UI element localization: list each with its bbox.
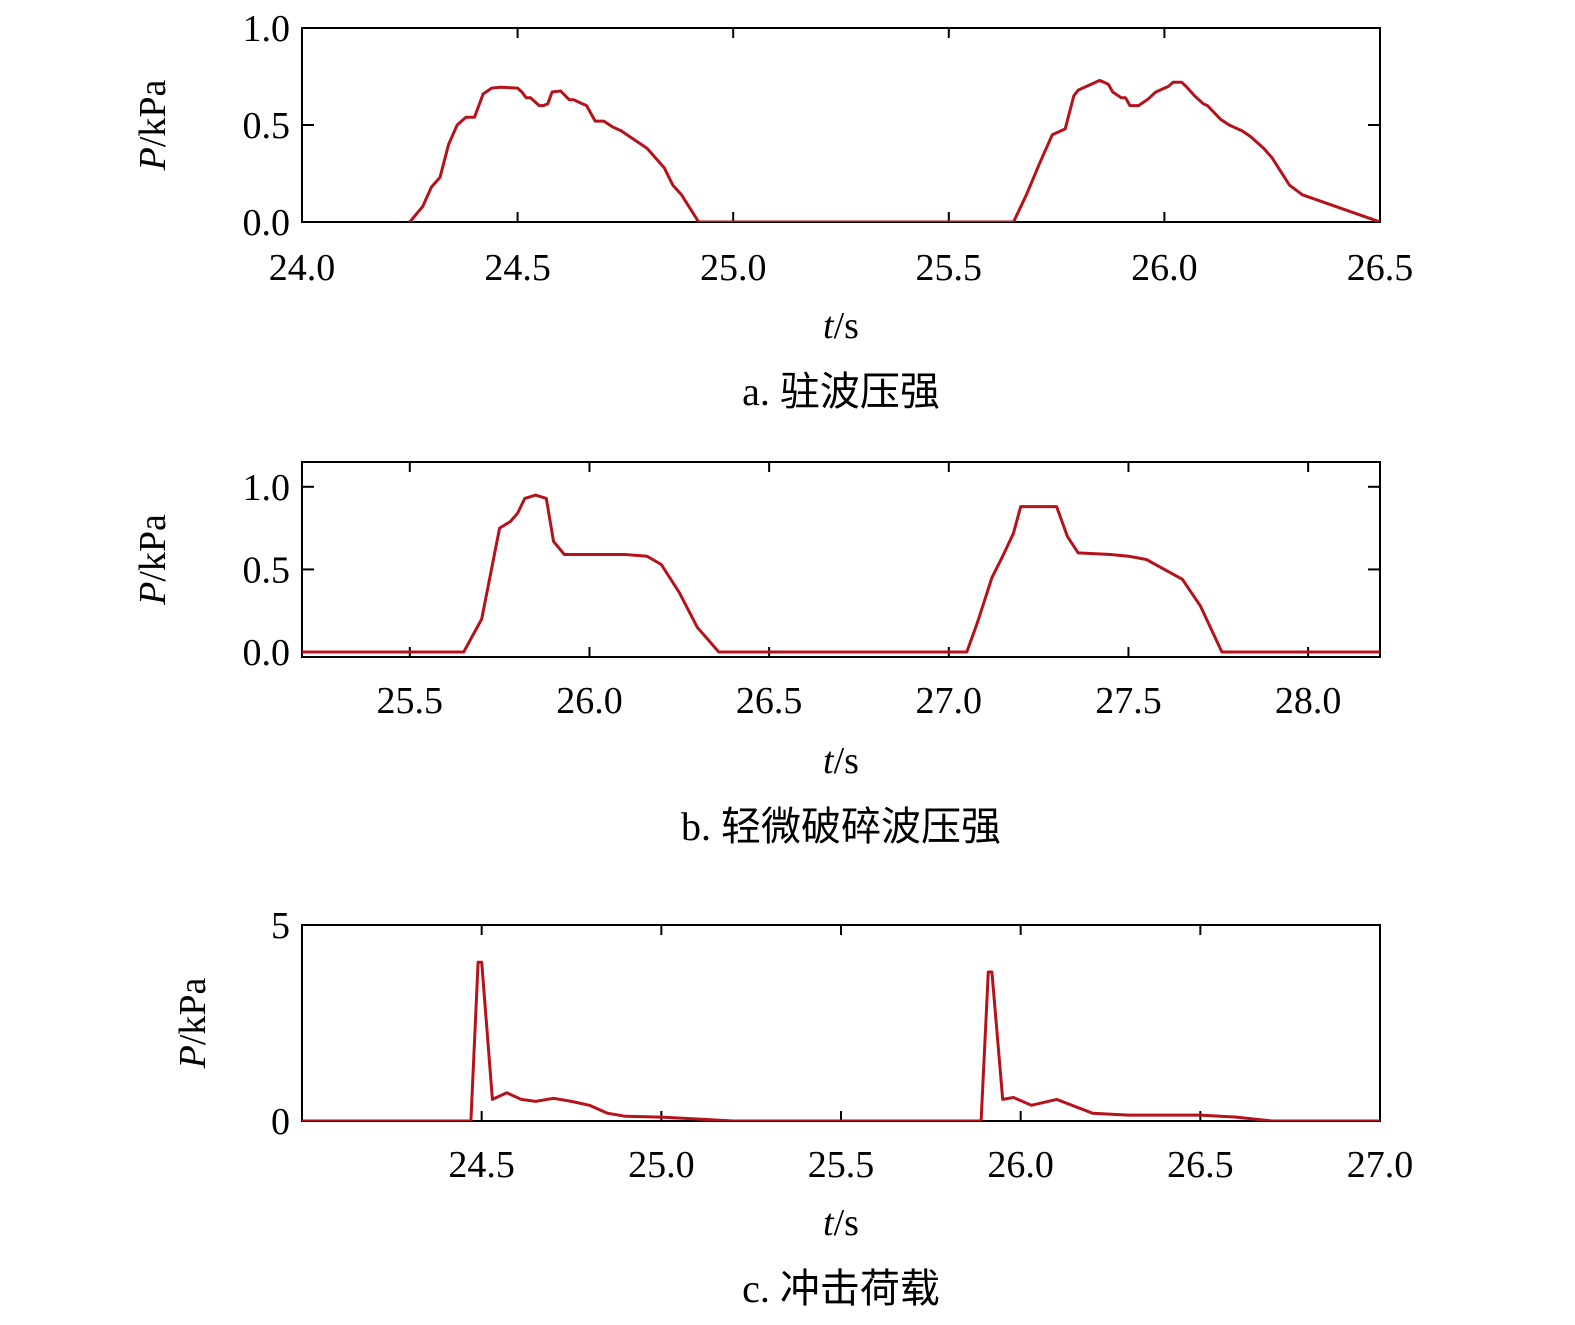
x-axis-label: t/s	[823, 305, 859, 347]
y-axis-symbol: P	[132, 147, 174, 171]
x-tick-label: 27.0	[916, 680, 983, 722]
x-tick-label: 27.5	[1095, 680, 1162, 722]
y-tick-label: 0.5	[243, 549, 291, 591]
x-tick-label: 25.5	[916, 247, 983, 289]
x-tick-label: 26.5	[1347, 247, 1414, 289]
x-tick-label: 25.5	[377, 680, 444, 722]
plot-frame	[301, 924, 1381, 1122]
y-tick-label: 0	[271, 1101, 290, 1143]
x-tick-label: 27.0	[1347, 1144, 1414, 1186]
y-axis-label: P/kPa	[132, 514, 174, 606]
x-tick-label: 24.5	[484, 247, 551, 289]
y-axis-label: P/kPa	[132, 79, 174, 171]
x-tick-label: 26.0	[1131, 247, 1198, 289]
x-axis-unit: /s	[834, 740, 859, 782]
x-tick-label: 24.5	[448, 1144, 515, 1186]
x-axis-symbol: t	[823, 305, 835, 347]
x-axis-label: t/s	[823, 740, 859, 782]
y-tick-label: 1.0	[243, 467, 291, 509]
panel-caption: b. 轻微破碎波压强	[681, 804, 1001, 849]
y-tick-label: 0.0	[243, 632, 291, 674]
y-axis-unit: /kPa	[132, 79, 174, 147]
pressure-series-line	[408, 78, 1380, 222]
x-tick-label: 25.5	[808, 1144, 875, 1186]
panel-a: 24.0 24.5 25.0 25.5 26.0 26.5 0.0 0.5 1.0 t/s P/kP…	[132, 8, 1413, 414]
x-tick-label: 26.5	[1167, 1144, 1234, 1186]
x-tick-label: 25.0	[700, 247, 767, 289]
x-tick-label: 25.0	[628, 1144, 695, 1186]
x-axis-label: t/s	[823, 1202, 859, 1244]
y-axis-symbol: P	[172, 1045, 214, 1069]
panel-b: 25.5 26.0 26.5 27.0 27.5 28.0 0.0 0.5 1.0 t/s P/kP…	[132, 461, 1381, 849]
y-axis-unit: /kPa	[132, 514, 174, 582]
x-tick-label: 28.0	[1275, 680, 1342, 722]
y-axis-label: P/kPa	[172, 977, 214, 1069]
y-axis-symbol: P	[132, 582, 174, 606]
y-tick-label: 0.0	[243, 202, 291, 244]
y-tick-label: 5	[271, 905, 290, 947]
plot-frame	[301, 27, 1381, 223]
x-axis-unit: /s	[834, 1202, 859, 1244]
y-axis-unit: /kPa	[172, 977, 214, 1045]
x-axis-symbol: t	[823, 1202, 835, 1244]
pressure-series-line	[302, 960, 1380, 1121]
panel-c: 24.5 25.0 25.5 26.0 26.5 27.0 0 5 t/s P/kPa c. 冲击荷…	[172, 905, 1413, 1311]
x-axis-symbol: t	[823, 740, 835, 782]
x-axis-unit: /s	[834, 305, 859, 347]
panel-caption: a. 驻波压强	[742, 369, 940, 414]
panel-caption: c. 冲击荷载	[742, 1266, 940, 1311]
x-tick-label: 26.0	[987, 1144, 1054, 1186]
x-tick-label: 26.0	[556, 680, 623, 722]
x-tick-label: 24.0	[269, 247, 336, 289]
plot-frame	[301, 461, 1381, 658]
pressure-series-line	[302, 493, 1380, 654]
y-tick-label: 0.5	[243, 105, 291, 147]
x-tick-label: 26.5	[736, 680, 803, 722]
y-tick-label: 1.0	[243, 8, 291, 50]
